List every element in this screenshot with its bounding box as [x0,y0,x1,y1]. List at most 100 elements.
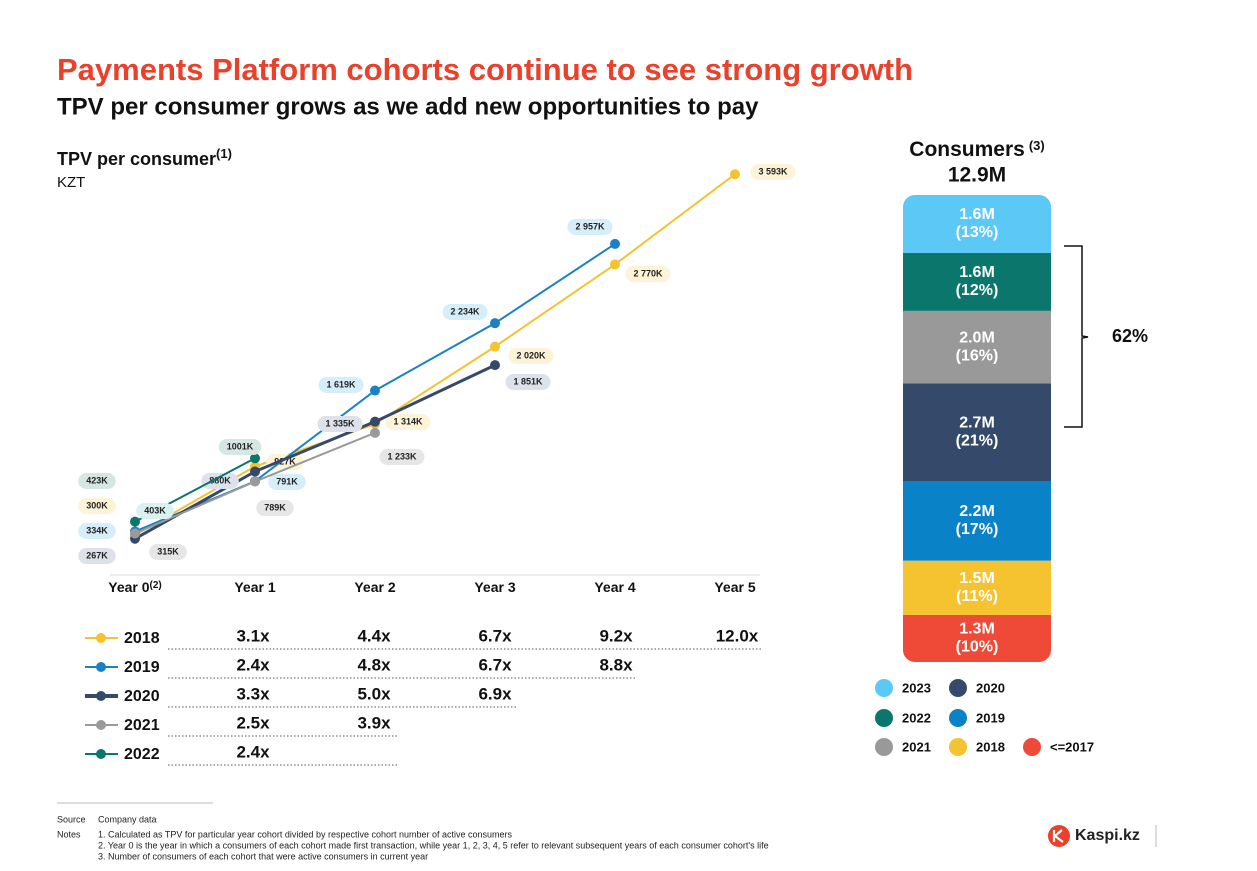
bar-segment [903,195,1051,253]
legend-label: 2019 [976,710,1005,725]
legend-label: 2022 [902,710,931,725]
chart-unit: KZT [57,174,85,191]
segment-share: (12%) [956,282,999,299]
segment-share: (11%) [956,588,998,605]
bar-segment [903,310,1051,384]
segment-value: 2.7M [959,414,995,431]
bar-title: Consumers (3) [909,138,1044,161]
segment-share: (17%) [956,521,999,538]
data-label-bg [442,304,488,320]
segment-value: 1.6M [959,206,995,223]
bar-segment [903,560,1051,615]
x-tick-label: Year 0(2) [108,579,162,595]
series-point [730,169,740,180]
x-tick-label: Year 1 [234,579,275,595]
legend-dot [949,738,967,756]
logo-icon [1048,825,1070,847]
bar-segment [903,383,1051,481]
chart-title: TPV per consumer(1) [57,146,232,168]
legend-label: 2018 [124,630,160,647]
series-point [610,238,620,249]
legend-label: 2020 [124,688,160,705]
data-label: 1 335K [325,418,355,428]
legend-dot [96,662,106,672]
series-point [490,341,500,352]
data-label-bg [78,523,116,539]
series-point [610,259,620,270]
segment-value: 1.6M [959,264,995,281]
data-label: 267K [86,550,108,560]
data-label-bg [505,374,551,390]
legend-label: 2019 [124,659,160,676]
note: 3. Number of consumers of each cohort th… [98,851,428,861]
segment-value: 1.5M [959,570,995,587]
multiple: 2.5x [236,713,270,732]
series-point [490,360,500,371]
multiple: 3.3x [236,684,270,703]
legend-dot [1023,738,1041,756]
data-label: 423K [86,475,108,485]
slide-subtitle: TPV per consumer grows as we add new opp… [57,93,759,120]
data-label-bg [625,266,671,282]
data-label-bg [78,548,116,564]
bar-title-text: Consumers [909,138,1025,161]
data-label-bg [379,449,425,465]
legend-label: 2020 [976,680,1005,695]
source: Company data [98,814,157,824]
data-label-bg [256,500,294,516]
segment-share: (10%) [956,639,999,656]
legend-label: 2021 [124,717,160,734]
series-point [250,466,260,477]
x-tick-label-text: Year 3 [474,579,515,595]
data-label-bg [268,474,306,490]
bracket-label: 62% [1112,326,1148,346]
data-label-bg [318,377,364,393]
notes-label: Notes [57,829,81,839]
bar-title-note: (3) [1029,138,1045,153]
legend-dot [949,679,967,697]
data-label: 1 314K [393,416,423,426]
multiple: 3.1x [236,626,270,645]
series-point [130,528,140,539]
data-label: 927K [274,456,296,466]
data-label: 3 593K [758,166,788,176]
multiple: 12.0x [716,626,759,645]
legend-dot [875,679,893,697]
data-label: 1 233K [387,451,417,461]
multiple: 4.4x [357,626,391,645]
series-point [370,427,380,438]
x-tick-label: Year 5 [714,579,755,595]
annotation: 403K [144,505,166,515]
legend-label: 2021 [902,739,931,754]
multiple: 2.4x [236,742,270,761]
multiple: 6.7x [478,626,512,645]
legend-dot [96,720,106,730]
bar-segment [903,252,1051,311]
x-tick-note: (2) [150,580,162,591]
data-label-bg [317,416,363,432]
note: 1. Calculated as TPV for particular year… [98,829,513,839]
multiple: 3.9x [357,713,391,732]
x-tick-label-text: Year 5 [714,579,755,595]
data-label-bg [78,498,116,514]
chart-title-text: TPV per consumer [57,149,216,169]
legend-dot [875,738,893,756]
series-point [250,453,260,464]
x-tick-label: Year 2 [354,579,395,595]
segment-share: (21%) [956,432,999,449]
series-point [130,516,140,527]
bracket [1064,245,1089,428]
x-tick-label: Year 4 [594,579,635,595]
x-tick-label-text: Year 4 [594,579,635,595]
legend-label: 2018 [976,739,1005,754]
series-point [490,318,500,329]
legend-label: 2022 [124,746,160,763]
x-tick-label-text: Year 2 [354,579,395,595]
segment-value: 2.0M [959,329,995,346]
legend-dot [949,709,967,727]
data-label: 2 234K [450,306,480,316]
logo: Kaspi.kz [1075,827,1140,844]
x-tick-label-text: Year 0 [108,579,149,595]
bar-total: 12.9M [948,164,1006,187]
